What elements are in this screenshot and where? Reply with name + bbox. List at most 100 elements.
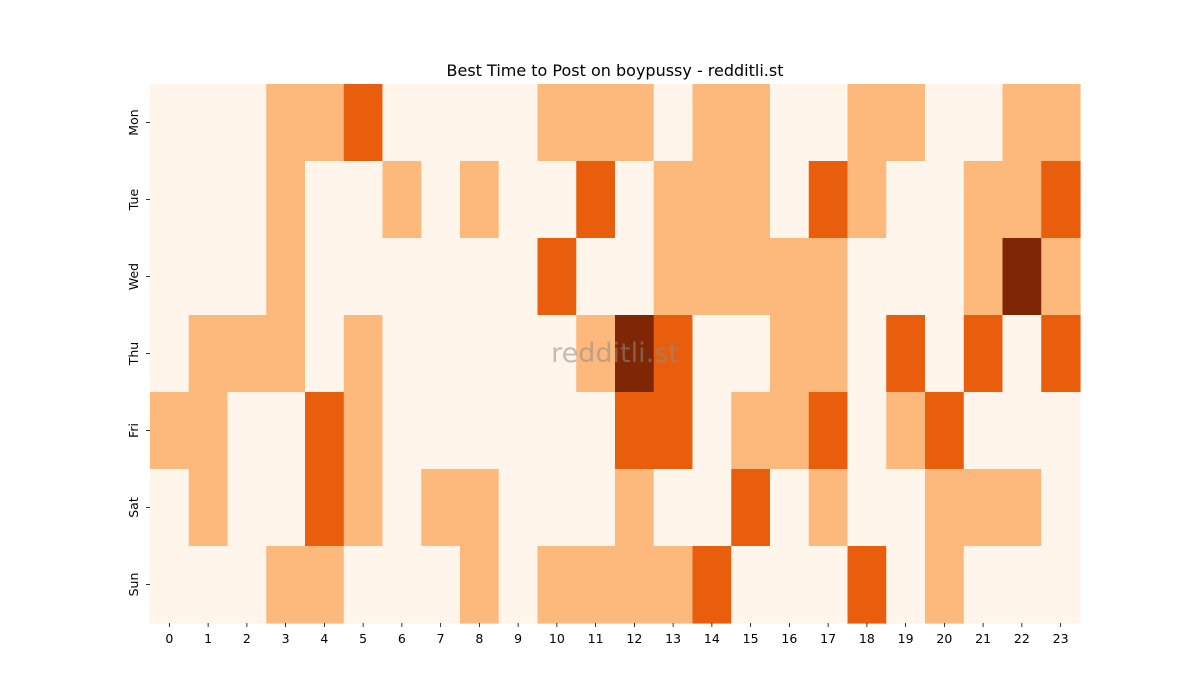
heatmap-cell-wed-2	[227, 238, 267, 316]
heatmap-cell-sat-9	[498, 469, 539, 547]
heatmap-cell-wed-1	[188, 238, 229, 316]
x-tick-label: 17	[820, 631, 836, 646]
heatmap-cell-wed-7	[421, 238, 461, 316]
heatmap-cell-wed-4	[305, 238, 345, 316]
heatmap-cell-wed-15	[731, 238, 771, 316]
heatmap-cell-sat-21	[963, 469, 1004, 547]
heatmap-cell-sun-16	[770, 546, 810, 624]
heatmap-cell-sat-11	[576, 469, 616, 547]
heatmap-cell-wed-17	[808, 238, 849, 316]
heatmap-cell-wed-16	[770, 238, 810, 316]
heatmap-cell-sun-22	[1002, 546, 1042, 624]
y-axis: Mon Tue Wed Thu Fri Sat Sun	[126, 109, 150, 596]
heatmap-cell-thu-8	[460, 315, 500, 393]
heatmap-cell-fri-15	[731, 392, 771, 470]
x-tick-label: 21	[975, 631, 991, 646]
heatmap-cell-sat-17	[808, 469, 849, 547]
heatmap-cell-mon-8	[460, 84, 500, 162]
heatmap-cell-tue-23	[1041, 161, 1081, 239]
heatmap-cell-mon-11	[576, 84, 616, 162]
heatmap-cell-sun-15	[731, 546, 771, 624]
heatmap-cell-sat-12	[615, 469, 655, 547]
heatmap-cell-fri-12	[615, 392, 655, 470]
heatmap-cell-thu-20	[925, 315, 965, 393]
heatmap-cell-wed-13	[653, 238, 694, 316]
x-tick-label: 11	[588, 631, 604, 646]
heatmap-cell-sat-0	[150, 469, 190, 547]
watermark: redditli.st	[551, 338, 679, 369]
heatmap-cell-wed-12	[615, 238, 655, 316]
heatmap-cell-wed-8	[460, 238, 500, 316]
x-tick-label: 16	[781, 631, 797, 646]
heatmap-cell-tue-11	[576, 161, 616, 239]
heatmap-cell-mon-9	[498, 84, 539, 162]
heatmap-cell-fri-8	[460, 392, 500, 470]
heatmap-cell-fri-3	[266, 392, 306, 470]
heatmap-cell-sun-6	[382, 546, 422, 624]
heatmap-cell-mon-21	[963, 84, 1004, 162]
heatmap-cell-sat-10	[537, 469, 577, 547]
heatmap-cell-sat-2	[227, 469, 267, 547]
heatmap-cell-thu-13	[653, 315, 694, 393]
heatmap-cell-thu-0	[150, 315, 190, 393]
heatmap-cell-tue-0	[150, 161, 190, 239]
heatmap-cell-tue-22	[1002, 161, 1042, 239]
heatmap-cell-tue-16	[770, 161, 810, 239]
x-tick-label: 1	[204, 631, 212, 646]
heatmap-cell-sun-14	[692, 546, 732, 624]
heatmap-cell-wed-23	[1041, 238, 1081, 316]
heatmap-cell-tue-14	[692, 161, 732, 239]
heatmap-cell-wed-14	[692, 238, 732, 316]
heatmap-cell-sun-20	[925, 546, 965, 624]
heatmap-cell-sun-5	[343, 546, 384, 624]
x-tick-label: 9	[514, 631, 522, 646]
heatmap-cell-sun-2	[227, 546, 267, 624]
heatmap-cell-fri-21	[963, 392, 1004, 470]
heatmap-cell-fri-2	[227, 392, 267, 470]
heatmap-cell-tue-13	[653, 161, 694, 239]
heatmap-cell-sun-9	[498, 546, 539, 624]
heatmap-cell-thu-1	[188, 315, 229, 393]
heatmap-cell-sun-4	[305, 546, 345, 624]
x-tick-label: 10	[549, 631, 565, 646]
heatmap-cell-sat-20	[925, 469, 965, 547]
y-tick-label: Fri	[126, 423, 141, 438]
heatmap-cell-mon-1	[188, 84, 229, 162]
heatmap-cell-fri-6	[382, 392, 422, 470]
heatmap-cell-fri-4	[305, 392, 345, 470]
heatmap-cell-sat-4	[305, 469, 345, 547]
heatmap-cell-tue-12	[615, 161, 655, 239]
heatmap-cell-sun-8	[460, 546, 500, 624]
heatmap-cell-tue-7	[421, 161, 461, 239]
heatmap-cell-tue-3	[266, 161, 306, 239]
heatmap-cell-sat-7	[421, 469, 461, 547]
heatmap-cell-mon-0	[150, 84, 190, 162]
heatmap-cell-wed-5	[343, 238, 384, 316]
x-tick-label: 4	[320, 631, 328, 646]
x-tick-label: 0	[165, 631, 173, 646]
heatmap-cell-mon-20	[925, 84, 965, 162]
heatmap-cell-wed-9	[498, 238, 539, 316]
heatmap-cell-fri-11	[576, 392, 616, 470]
x-tick-label: 23	[1053, 631, 1069, 646]
heatmap-cell-fri-9	[498, 392, 539, 470]
heatmap-cell-sun-13	[653, 546, 694, 624]
heatmap-cell-tue-17	[808, 161, 849, 239]
heatmap-cell-sun-10	[537, 546, 577, 624]
x-tick-label: 19	[898, 631, 914, 646]
heatmap-cells	[150, 84, 1081, 624]
heatmap-cell-sat-15	[731, 469, 771, 547]
heatmap-cell-thu-6	[382, 315, 422, 393]
heatmap-cell-sun-17	[808, 546, 849, 624]
heatmap-cell-tue-6	[382, 161, 422, 239]
heatmap-cell-sun-11	[576, 546, 616, 624]
heatmap-cell-sat-13	[653, 469, 694, 547]
heatmap-cell-mon-10	[537, 84, 577, 162]
x-tick-label: 6	[398, 631, 406, 646]
chart-title: Best Time to Post on boypussy - redditli…	[447, 61, 784, 80]
heatmap-cell-thu-19	[886, 315, 926, 393]
x-axis: 0 1 2 3 4 5 6 7 8 9 10 11 12 13 14 15 16 17 18 19 20 21 22 23	[165, 623, 1069, 646]
heatmap-cell-fri-20	[925, 392, 965, 470]
heatmap-cell-tue-15	[731, 161, 771, 239]
